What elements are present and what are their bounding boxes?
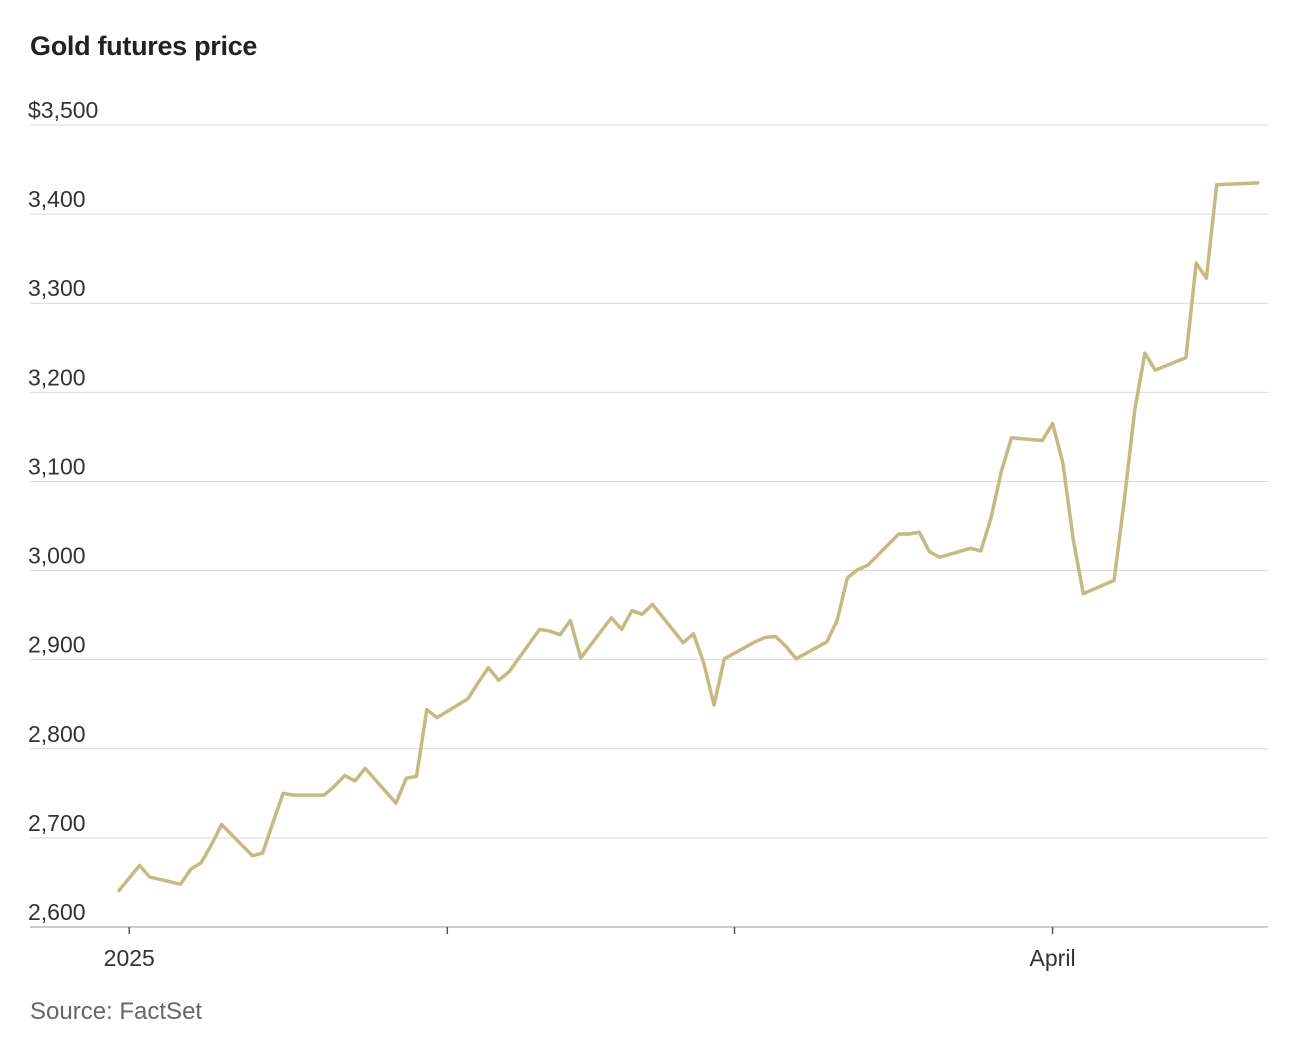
y-tick-label: $3,500 (28, 97, 98, 123)
y-axis-labels: $3,500 3,400 3,300 3,200 3,100 3,000 2,900 2,80… (28, 97, 98, 925)
y-tick-label: 3,300 (28, 275, 86, 301)
series-line (117, 181, 1260, 893)
y-tick-label: 3,100 (28, 453, 86, 479)
y-tick-label: 2,600 (28, 899, 86, 925)
y-tick-label: 3,400 (28, 186, 86, 212)
y-tick-label: 2,800 (28, 721, 86, 747)
source-note: Source: FactSet (30, 998, 203, 1025)
gridlines (30, 124, 1268, 928)
chart-title: Gold futures price (30, 31, 258, 61)
y-tick-label: 2,700 (28, 810, 86, 836)
x-tick-label: 2025 (104, 945, 155, 971)
x-axis: 2025 April (104, 927, 1076, 971)
plot-area (117, 181, 1260, 893)
y-tick-label: 3,200 (28, 364, 86, 390)
y-tick-label: 2,900 (28, 632, 86, 658)
y-tick-label: 3,000 (28, 543, 86, 569)
x-tick-label: April (1030, 945, 1076, 971)
